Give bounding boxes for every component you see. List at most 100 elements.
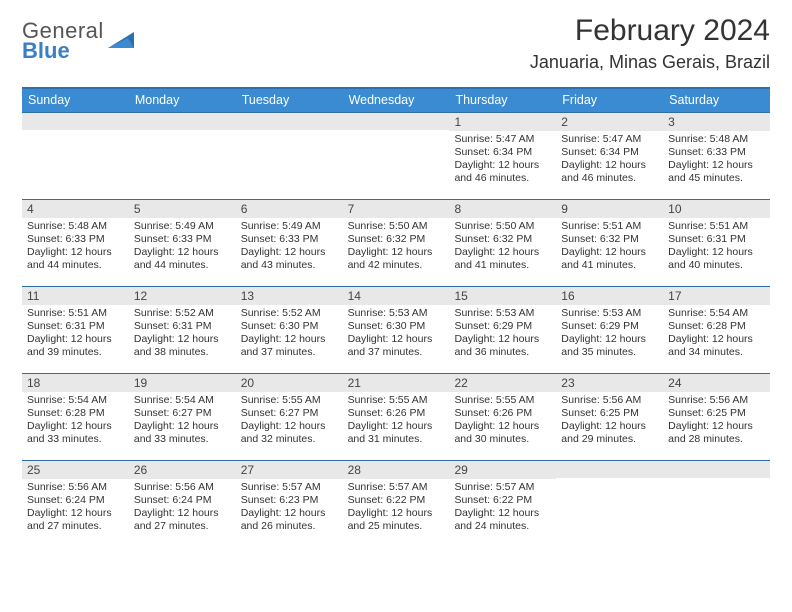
calendar-day-cell (129, 113, 236, 199)
sunset-text: Sunset: 6:32 PM (454, 233, 551, 246)
daylight-text: Daylight: 12 hours and 41 minutes. (454, 246, 551, 272)
calendar-week: 4Sunrise: 5:48 AMSunset: 6:33 PMDaylight… (22, 199, 770, 286)
sunset-text: Sunset: 6:28 PM (668, 320, 765, 333)
calendar-grid: Sunday Monday Tuesday Wednesday Thursday… (22, 87, 770, 547)
day-number: 4 (22, 200, 129, 218)
daylight-text: Daylight: 12 hours and 27 minutes. (27, 507, 124, 533)
day-detail: Sunrise: 5:48 AMSunset: 6:33 PMDaylight:… (663, 131, 770, 190)
day-detail (236, 130, 343, 136)
calendar-day-cell: 25Sunrise: 5:56 AMSunset: 6:24 PMDayligh… (22, 461, 129, 547)
day-detail: Sunrise: 5:55 AMSunset: 6:27 PMDaylight:… (236, 392, 343, 451)
sunrise-text: Sunrise: 5:52 AM (134, 307, 231, 320)
calendar-day-cell: 19Sunrise: 5:54 AMSunset: 6:27 PMDayligh… (129, 374, 236, 460)
sunrise-text: Sunrise: 5:49 AM (241, 220, 338, 233)
sunrise-text: Sunrise: 5:48 AM (668, 133, 765, 146)
dow-thursday: Thursday (449, 89, 556, 112)
day-detail: Sunrise: 5:51 AMSunset: 6:31 PMDaylight:… (22, 305, 129, 364)
day-detail: Sunrise: 5:53 AMSunset: 6:29 PMDaylight:… (449, 305, 556, 364)
sunrise-text: Sunrise: 5:56 AM (27, 481, 124, 494)
sunset-text: Sunset: 6:33 PM (668, 146, 765, 159)
sunrise-text: Sunrise: 5:51 AM (27, 307, 124, 320)
day-detail (129, 130, 236, 136)
day-number: 13 (236, 287, 343, 305)
dow-sunday: Sunday (22, 89, 129, 112)
sunset-text: Sunset: 6:27 PM (241, 407, 338, 420)
day-detail: Sunrise: 5:57 AMSunset: 6:22 PMDaylight:… (449, 479, 556, 538)
sunset-text: Sunset: 6:29 PM (454, 320, 551, 333)
daylight-text: Daylight: 12 hours and 37 minutes. (241, 333, 338, 359)
sunrise-text: Sunrise: 5:55 AM (348, 394, 445, 407)
calendar-day-cell: 11Sunrise: 5:51 AMSunset: 6:31 PMDayligh… (22, 287, 129, 373)
sunrise-text: Sunrise: 5:57 AM (454, 481, 551, 494)
sunset-text: Sunset: 6:29 PM (561, 320, 658, 333)
sunset-text: Sunset: 6:30 PM (241, 320, 338, 333)
sunset-text: Sunset: 6:22 PM (348, 494, 445, 507)
day-number: 20 (236, 374, 343, 392)
calendar-day-cell: 20Sunrise: 5:55 AMSunset: 6:27 PMDayligh… (236, 374, 343, 460)
day-detail: Sunrise: 5:56 AMSunset: 6:25 PMDaylight:… (556, 392, 663, 451)
sunset-text: Sunset: 6:33 PM (134, 233, 231, 246)
day-number: 10 (663, 200, 770, 218)
daylight-text: Daylight: 12 hours and 46 minutes. (561, 159, 658, 185)
daylight-text: Daylight: 12 hours and 44 minutes. (27, 246, 124, 272)
calendar-day-cell (343, 113, 450, 199)
daylight-text: Daylight: 12 hours and 38 minutes. (134, 333, 231, 359)
location-subtitle: Januaria, Minas Gerais, Brazil (530, 52, 770, 73)
dow-monday: Monday (129, 89, 236, 112)
sunset-text: Sunset: 6:33 PM (241, 233, 338, 246)
calendar-day-cell (236, 113, 343, 199)
dow-friday: Friday (556, 89, 663, 112)
daylight-text: Daylight: 12 hours and 33 minutes. (134, 420, 231, 446)
calendar-day-cell: 26Sunrise: 5:56 AMSunset: 6:24 PMDayligh… (129, 461, 236, 547)
daylight-text: Daylight: 12 hours and 42 minutes. (348, 246, 445, 272)
sunset-text: Sunset: 6:33 PM (27, 233, 124, 246)
day-number: 23 (556, 374, 663, 392)
day-detail: Sunrise: 5:53 AMSunset: 6:29 PMDaylight:… (556, 305, 663, 364)
sunrise-text: Sunrise: 5:56 AM (134, 481, 231, 494)
day-detail (663, 478, 770, 484)
day-number: 6 (236, 200, 343, 218)
calendar-day-cell: 5Sunrise: 5:49 AMSunset: 6:33 PMDaylight… (129, 200, 236, 286)
day-number (129, 113, 236, 130)
day-number (236, 113, 343, 130)
calendar-day-cell: 1Sunrise: 5:47 AMSunset: 6:34 PMDaylight… (449, 113, 556, 199)
daylight-text: Daylight: 12 hours and 39 minutes. (27, 333, 124, 359)
daylight-text: Daylight: 12 hours and 34 minutes. (668, 333, 765, 359)
sunset-text: Sunset: 6:31 PM (134, 320, 231, 333)
daylight-text: Daylight: 12 hours and 32 minutes. (241, 420, 338, 446)
calendar-day-cell: 10Sunrise: 5:51 AMSunset: 6:31 PMDayligh… (663, 200, 770, 286)
day-number: 18 (22, 374, 129, 392)
sunset-text: Sunset: 6:23 PM (241, 494, 338, 507)
day-number: 8 (449, 200, 556, 218)
dow-wednesday: Wednesday (343, 89, 450, 112)
sunrise-text: Sunrise: 5:49 AM (134, 220, 231, 233)
day-detail: Sunrise: 5:51 AMSunset: 6:31 PMDaylight:… (663, 218, 770, 277)
sunrise-text: Sunrise: 5:48 AM (27, 220, 124, 233)
logo-text: General Blue (22, 20, 104, 62)
daylight-text: Daylight: 12 hours and 33 minutes. (27, 420, 124, 446)
sunrise-text: Sunrise: 5:51 AM (561, 220, 658, 233)
daylight-text: Daylight: 12 hours and 27 minutes. (134, 507, 231, 533)
logo-word-2: Blue (22, 40, 104, 62)
sunset-text: Sunset: 6:25 PM (561, 407, 658, 420)
logo: General Blue (22, 20, 136, 62)
day-of-week-header: Sunday Monday Tuesday Wednesday Thursday… (22, 89, 770, 112)
calendar-day-cell: 22Sunrise: 5:55 AMSunset: 6:26 PMDayligh… (449, 374, 556, 460)
day-detail: Sunrise: 5:50 AMSunset: 6:32 PMDaylight:… (343, 218, 450, 277)
day-number: 26 (129, 461, 236, 479)
day-detail: Sunrise: 5:52 AMSunset: 6:30 PMDaylight:… (236, 305, 343, 364)
calendar-day-cell (22, 113, 129, 199)
calendar-day-cell: 3Sunrise: 5:48 AMSunset: 6:33 PMDaylight… (663, 113, 770, 199)
sunrise-text: Sunrise: 5:57 AM (241, 481, 338, 494)
month-title: February 2024 (530, 14, 770, 48)
day-detail: Sunrise: 5:56 AMSunset: 6:24 PMDaylight:… (22, 479, 129, 538)
calendar-day-cell: 24Sunrise: 5:56 AMSunset: 6:25 PMDayligh… (663, 374, 770, 460)
daylight-text: Daylight: 12 hours and 46 minutes. (454, 159, 551, 185)
header: General Blue February 2024 Januaria, Min… (22, 14, 770, 73)
calendar-day-cell: 29Sunrise: 5:57 AMSunset: 6:22 PMDayligh… (449, 461, 556, 547)
day-detail: Sunrise: 5:54 AMSunset: 6:27 PMDaylight:… (129, 392, 236, 451)
calendar-day-cell: 13Sunrise: 5:52 AMSunset: 6:30 PMDayligh… (236, 287, 343, 373)
day-number: 21 (343, 374, 450, 392)
calendar-day-cell: 12Sunrise: 5:52 AMSunset: 6:31 PMDayligh… (129, 287, 236, 373)
title-block: February 2024 Januaria, Minas Gerais, Br… (530, 14, 770, 73)
